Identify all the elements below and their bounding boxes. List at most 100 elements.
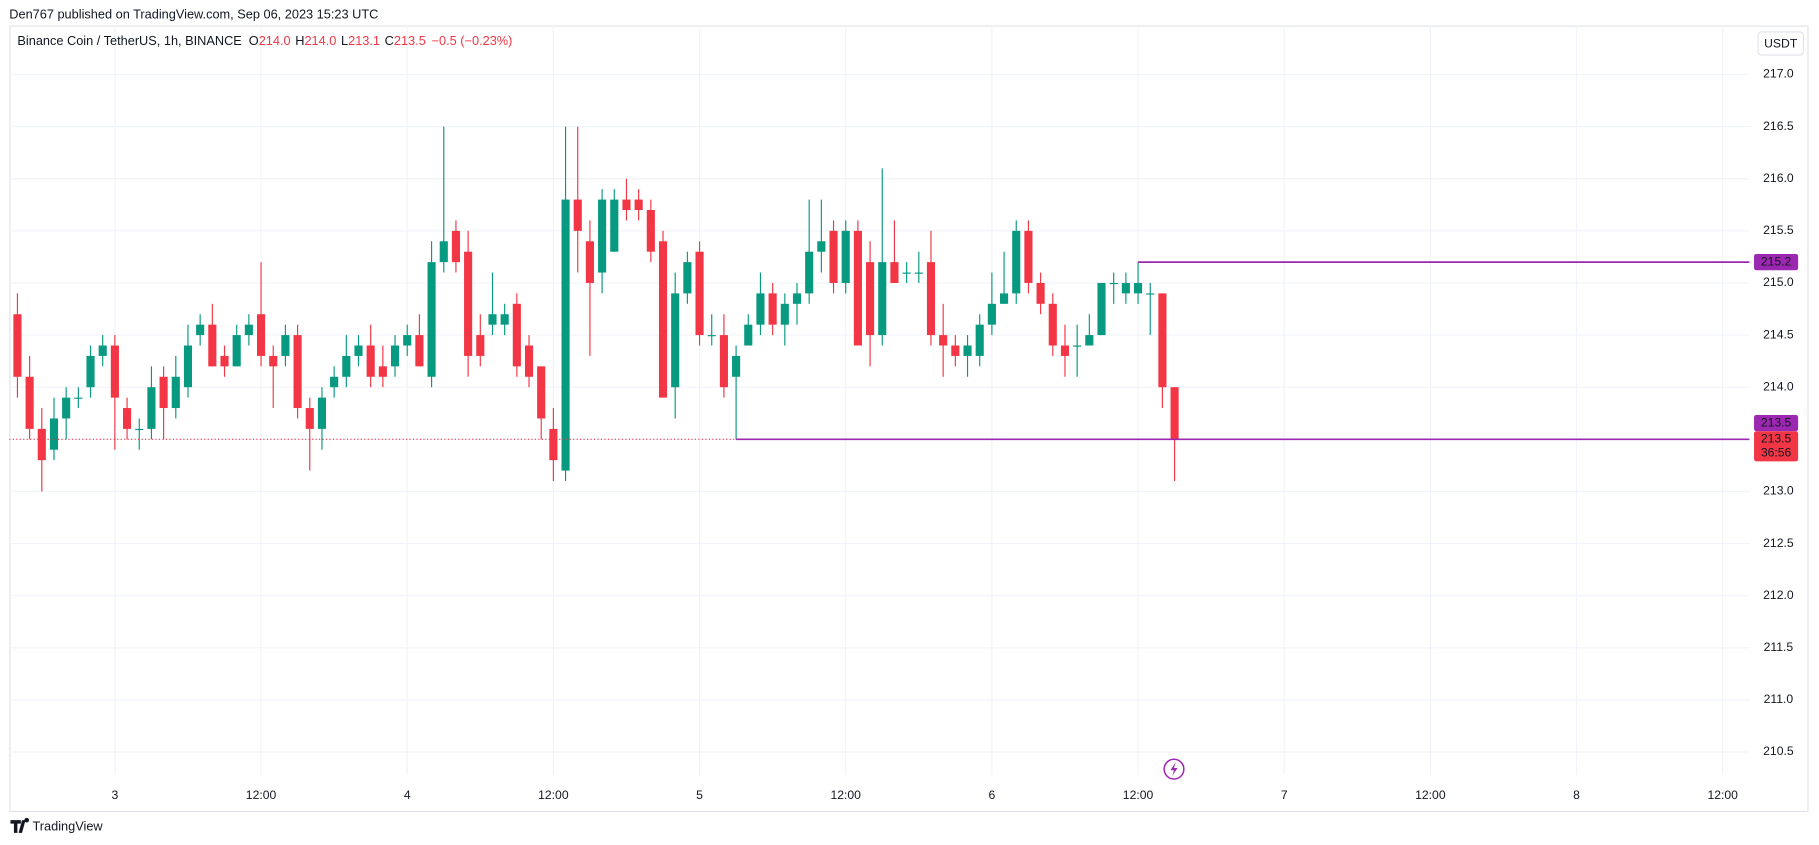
candle-body xyxy=(269,355,278,367)
candle-body xyxy=(829,230,838,283)
candle-body xyxy=(1097,282,1106,336)
candle-body xyxy=(293,335,302,409)
candle-body xyxy=(1170,387,1179,440)
frame xyxy=(9,25,1809,813)
candle-body xyxy=(147,387,156,429)
x-tick-label: 12:00 xyxy=(1123,788,1154,802)
candle-body xyxy=(330,376,339,388)
y-tick-label: 216.5 xyxy=(1763,119,1794,133)
candle-body xyxy=(939,335,948,346)
currency-button[interactable] xyxy=(1757,31,1804,56)
candle-body xyxy=(220,355,229,367)
candle-body xyxy=(25,376,34,429)
line-label-box xyxy=(1754,254,1799,271)
candle-body xyxy=(524,345,534,377)
candle-body xyxy=(135,428,144,431)
y-tick-label: 212.0 xyxy=(1763,588,1794,602)
candle-body xyxy=(464,251,473,356)
candle-body xyxy=(256,314,266,356)
candle-body xyxy=(354,345,363,356)
candle-body xyxy=(598,199,607,273)
legend-value: 214.0 xyxy=(259,33,291,48)
price-label-box xyxy=(1754,431,1799,462)
x-tick-label: 12:00 xyxy=(246,788,277,802)
candle-body xyxy=(86,355,95,388)
x-tick-label: 8 xyxy=(1573,788,1580,802)
x-tick-label: 12:00 xyxy=(538,788,569,802)
candle-body xyxy=(805,251,814,294)
candle-body xyxy=(1158,293,1167,388)
candle-body xyxy=(281,335,290,356)
candle-body xyxy=(1109,282,1118,285)
candle-body xyxy=(208,324,217,367)
candle-body xyxy=(634,199,643,211)
candle-body xyxy=(719,335,728,388)
candle-body xyxy=(646,210,655,252)
candle-body xyxy=(866,262,875,336)
candle-body xyxy=(610,199,619,252)
candle-body xyxy=(683,262,692,294)
candle-body xyxy=(902,272,911,274)
line-label: 215.2 xyxy=(1761,254,1792,268)
candle-body xyxy=(975,324,984,356)
candle-body xyxy=(914,272,923,274)
x-tick-label: 12:00 xyxy=(1707,788,1738,802)
y-tick-label: 212.5 xyxy=(1763,536,1794,550)
candle-body xyxy=(305,408,314,429)
candle-body xyxy=(123,408,132,429)
legend-key: H xyxy=(295,33,304,48)
candle-body xyxy=(671,293,680,388)
candle-body xyxy=(756,293,765,325)
candle-body xyxy=(196,324,205,336)
candle-body xyxy=(890,262,899,283)
candle-body xyxy=(1036,282,1045,304)
candle-body xyxy=(13,314,22,377)
candle-body xyxy=(585,241,594,283)
countdown: 36:56 xyxy=(1761,445,1792,459)
candle-body xyxy=(427,262,436,377)
line-label-box xyxy=(1754,414,1799,432)
candle-body xyxy=(342,355,351,377)
legend-value: 213.1 xyxy=(348,33,380,48)
candle-body xyxy=(878,262,887,336)
candle-body xyxy=(549,428,558,461)
candle-body xyxy=(244,324,253,336)
currency[interactable]: USDT xyxy=(1764,36,1798,50)
candle-body xyxy=(488,314,497,325)
legend-value: 213.5 xyxy=(394,33,426,48)
brand: TradingView xyxy=(32,819,103,834)
candle-body xyxy=(183,345,193,388)
y-tick-label: 214.5 xyxy=(1763,327,1794,341)
legend-change: −0.5 (−0.23%) xyxy=(432,33,513,48)
candle-body xyxy=(853,230,862,346)
candle-body xyxy=(926,262,936,336)
candle-body xyxy=(987,303,996,325)
x-tick-label: 7 xyxy=(1281,788,1288,802)
candle-body xyxy=(37,428,46,461)
candle-body xyxy=(707,335,716,337)
y-tick-label: 211.5 xyxy=(1764,640,1794,654)
candle-body xyxy=(695,251,704,336)
candle-body xyxy=(1121,282,1130,294)
candle-body xyxy=(171,376,180,409)
candle-body xyxy=(62,397,71,419)
candle-body xyxy=(390,345,400,367)
candle-body xyxy=(841,230,850,283)
legend-key: L xyxy=(341,33,348,48)
candle-body xyxy=(573,199,582,231)
publisher: Den767 published on TradingView.com, Sep… xyxy=(9,6,378,21)
y-tick-label: 215.5 xyxy=(1763,223,1794,237)
candle-body xyxy=(512,303,521,367)
line-label: 213.5 xyxy=(1761,415,1792,429)
x-tick-label: 6 xyxy=(988,788,995,802)
y-tick-label: 217.0 xyxy=(1763,67,1794,81)
candle-body xyxy=(403,335,412,346)
candle-body xyxy=(1012,230,1021,294)
candle-body xyxy=(817,241,826,252)
candle-body xyxy=(537,366,546,419)
candle-body xyxy=(1060,345,1070,356)
symbol: Binance Coin / TetherUS, 1h, BINANCE xyxy=(17,33,241,48)
candle-body xyxy=(232,335,241,367)
candle-body xyxy=(451,230,461,263)
y-tick-label: 214.0 xyxy=(1763,379,1794,393)
